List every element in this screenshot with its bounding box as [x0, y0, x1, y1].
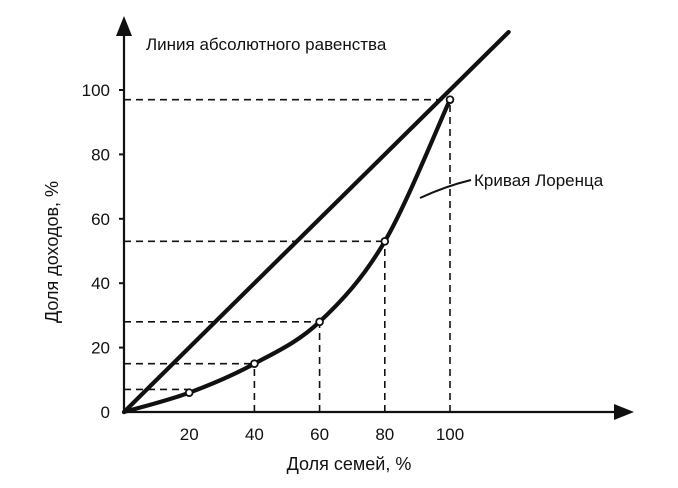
- lorenz-curve-label: Кривая Лоренца: [474, 171, 604, 190]
- lorenz-point: [380, 237, 390, 246]
- lorenz-point: [184, 388, 194, 397]
- guide-lines: [124, 98, 451, 412]
- x-tick-label: 40: [245, 425, 264, 444]
- equality-line-label: Линия абсолютного равенства: [146, 35, 387, 54]
- y-tick-label: 60: [91, 210, 110, 229]
- y-axis-title: Доля доходов, %: [42, 181, 62, 323]
- series-layer: [121, 29, 511, 415]
- y-tick-label: 20: [91, 339, 110, 358]
- x-axis-title: Доля семей, %: [287, 454, 412, 474]
- x-tick-label: 100: [436, 425, 464, 444]
- x-tick-label: 20: [180, 425, 199, 444]
- tick-labels: 20 40 60 80 100 0 20 40 60 80 100: [82, 81, 465, 444]
- lorenz-point: [445, 95, 455, 104]
- lorenz-label-leader: [419, 179, 472, 199]
- axes: [116, 16, 634, 420]
- y-tick-label: 40: [91, 274, 110, 293]
- y-axis-arrow: [116, 16, 132, 36]
- lorenz-point: [315, 317, 324, 327]
- x-tick-label: 80: [375, 425, 394, 444]
- equality-line: [121, 29, 511, 415]
- x-tick-label: 60: [310, 425, 329, 444]
- y-tick-label: 80: [91, 145, 110, 164]
- x-axis-arrow: [614, 404, 634, 420]
- y-tick-label: 100: [82, 81, 110, 100]
- y-tick-label: 0: [101, 403, 110, 422]
- lorenz-point: [250, 359, 259, 369]
